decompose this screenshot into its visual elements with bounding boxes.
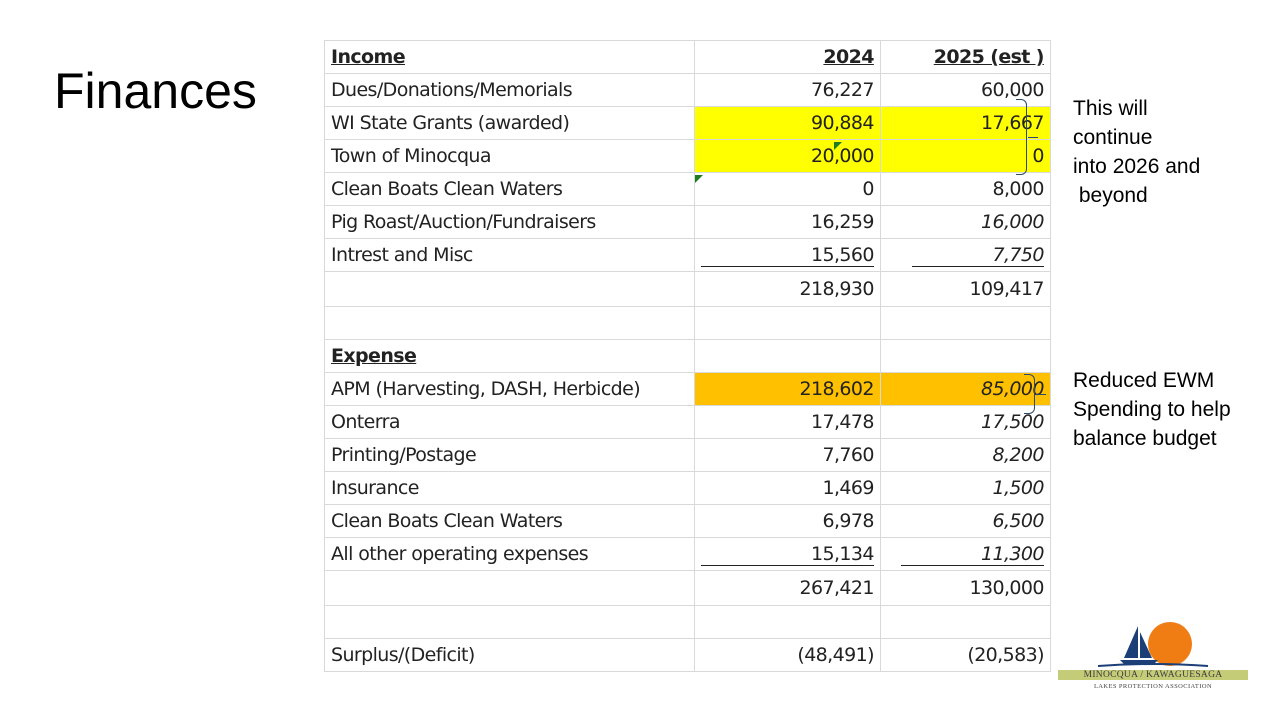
year-2025-header: 2025 (est ) [879,40,1051,74]
value-2024: 0 [694,172,881,206]
year-2024-header: 2024 [694,40,881,74]
value-2025: 8,200 [879,438,1051,472]
value-2025: 17,500 [879,405,1051,439]
value-2024: 218,602 [694,372,881,406]
table-row: Clean Boats Clean Waters 6,978 6,500 [324,504,1051,538]
surplus-2025: (20,583) [879,638,1051,672]
row-label: APM (Harvesting, DASH, Herbicde) [324,372,695,406]
value-2025: 85,000 [879,372,1051,406]
income-total-row: 218,930 109,417 [324,271,1051,307]
expense-total-row: 267,421 130,000 [324,570,1051,606]
row-label: Intrest and Misc [324,238,695,272]
comment-indicator-icon[interactable] [695,175,703,183]
value-2024: 76,227 [694,73,881,107]
value-2025: 11,300 [901,543,1044,566]
income-header-row: Income 2024 2025 (est ) [324,40,1051,74]
value-2024: 90,884 [694,106,881,140]
value-2025: 8,000 [879,172,1051,206]
surplus-row: Surplus/(Deficit) (48,491) (20,583) [324,638,1051,672]
ewm-note: Reduced EWM Spending to help balance bud… [1073,369,1231,450]
value-2024: 17,478 [694,405,881,439]
spacer-row [324,605,1051,639]
table-row: Insurance 1,469 1,500 [324,471,1051,505]
value-2024: 20,000 [694,139,881,173]
logo-line-2: LAKES PROTECTION ASSOCIATION [1093,683,1213,690]
row-label: Onterra [324,405,695,439]
table-row: Intrest and Misc 15,560 7,750 [324,238,1051,272]
expense-header: Expense [324,339,695,373]
ewm-bracket-icon [1024,374,1046,414]
table-row: Clean Boats Clean Waters 0 8,000 [324,172,1051,206]
income-header: Income [324,40,695,74]
association-logo: MINOCQUA / KAWAGUESAGA LAKES PROTECTION … [1058,618,1248,694]
expense-total-2025: 130,000 [879,570,1051,606]
row-label: Clean Boats Clean Waters [324,172,695,206]
expense-total-2024: 267,421 [694,570,881,606]
spacer-row [324,306,1051,340]
value-2025: 17,667 [879,106,1051,140]
row-label: Dues/Donations/Memorials [324,73,695,107]
row-label: Pig Roast/Auction/Fundraisers [324,205,695,239]
table-row: Printing/Postage 7,760 8,200 [324,438,1051,472]
value-2024: 15,134 [701,543,874,566]
table-row: All other operating expenses 15,134 11,3… [324,537,1051,571]
grants-note: This will continue into 2026 and beyond [1073,97,1201,207]
value-2024: 6,978 [694,504,881,538]
table-row: Pig Roast/Auction/Fundraisers 16,259 16,… [324,205,1051,239]
table-row: Dues/Donations/Memorials 76,227 60,000 [324,73,1051,107]
table-row: Town of Minocqua 20,000 0 [324,139,1051,173]
finance-table: Income 2024 2025 (est ) Dues/Donations/M… [324,40,1051,672]
slide-title: Finances [54,63,257,119]
value-2024: 7,760 [694,438,881,472]
row-label: Insurance [324,471,695,505]
value-2025: 6,500 [879,504,1051,538]
value-2024: 16,259 [694,205,881,239]
row-label: Clean Boats Clean Waters [324,504,695,538]
value-2024: 1,469 [694,471,881,505]
value-2025: 1,500 [879,471,1051,505]
value-2024: 15,560 [701,244,874,267]
row-label: WI State Grants (awarded) [324,106,695,140]
row-label: Printing/Postage [324,438,695,472]
income-total-2024: 218,930 [694,271,881,307]
value-2025: 16,000 [879,205,1051,239]
logo-line-1: MINOCQUA / KAWAGUESAGA [1058,670,1248,680]
surplus-label: Surplus/(Deficit) [324,638,695,672]
table-row: Onterra 17,478 17,500 [324,405,1051,439]
income-total-2025: 109,417 [879,271,1051,307]
surplus-2024: (48,491) [694,638,881,672]
table-row: APM (Harvesting, DASH, Herbicde) 218,602… [324,372,1051,406]
value-2025: 7,750 [912,244,1044,267]
expense-header-row: Expense [324,339,1051,373]
grants-bracket-icon [1016,99,1038,175]
value-2025: 0 [879,139,1051,173]
table-row: WI State Grants (awarded) 90,884 17,667 [324,106,1051,140]
sailboat-sun-icon [1097,622,1209,667]
comment-indicator-icon[interactable] [834,142,842,150]
row-label: Town of Minocqua [324,139,695,173]
row-label: All other operating expenses [324,537,695,571]
